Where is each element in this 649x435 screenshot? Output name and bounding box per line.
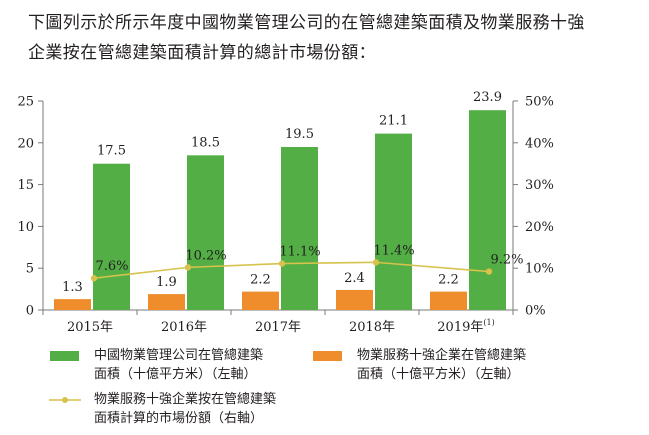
left-axis-tick-label: 0 xyxy=(26,304,34,319)
legend-label-line-1: 物業服務十強企業按在管總建築 xyxy=(94,392,277,407)
market-share-point xyxy=(184,264,192,271)
legend-label-green-1: 中國物業管理公司在管總建築 xyxy=(94,348,264,363)
intro-line-2: 企業按在管總建築面積計算的總計市場份額： xyxy=(28,43,376,63)
bar-total-area-label: 17.5 xyxy=(97,144,126,159)
legend-label-green-2: 面積（十億平方米）（左軸） xyxy=(94,367,257,382)
right-axis-tick-label: 10% xyxy=(525,262,554,277)
right-axis-tick-label: 20% xyxy=(525,220,554,235)
bar-top10-area-label: 2.2 xyxy=(438,273,459,288)
intro-line-1: 下圖列示於所示年度中國物業管理公司的在管總建築面積及物業服務十強 xyxy=(28,13,585,33)
left-axis-tick-label: 20 xyxy=(17,136,34,151)
market-share-label: 11.4% xyxy=(373,243,414,258)
bar-top10-area xyxy=(54,299,91,310)
bar-top10-area xyxy=(336,289,373,310)
x-axis-tick-label: 2018年 xyxy=(349,320,395,335)
right-axis-tick-label: 40% xyxy=(525,136,554,151)
intro-text: 下圖列示於所示年度中國物業管理公司的在管總建築面積及物業服務十強 企業按在管總建… xyxy=(28,8,643,68)
market-share-point xyxy=(485,268,493,275)
left-axis-tick-label: 25 xyxy=(17,95,34,110)
bar-total-area xyxy=(93,163,130,310)
market-share-point xyxy=(90,275,98,282)
bar-top10-area-label: 1.3 xyxy=(62,280,83,295)
bar-top10-area xyxy=(242,291,279,310)
right-axis-tick-label: 30% xyxy=(525,178,554,193)
legend-label-orange-1: 物業服務十強企業在管總建築 xyxy=(357,348,527,363)
bar-total-area-label: 23.9 xyxy=(473,90,502,105)
bar-total-area xyxy=(281,146,318,310)
right-axis-tick-label: 0% xyxy=(525,304,546,319)
left-axis-tick-label: 10 xyxy=(17,220,34,235)
x-axis-tick-label: 2015年 xyxy=(67,320,113,335)
market-share-label: 11.1% xyxy=(279,245,320,260)
bar-total-area-label: 19.5 xyxy=(285,127,314,142)
x-axis-tick-label: 2019年(1) xyxy=(437,318,494,335)
bar-total-area xyxy=(187,155,224,310)
market-share-point xyxy=(278,260,286,267)
legend-swatch-green xyxy=(50,351,79,361)
bar-top10-area xyxy=(430,291,467,310)
market-share-point xyxy=(372,259,380,266)
bar-total-area-label: 21.1 xyxy=(379,114,408,129)
left-axis-tick-label: 5 xyxy=(26,262,34,277)
right-axis-tick-label: 50% xyxy=(525,95,554,110)
left-axis-tick-label: 15 xyxy=(17,178,34,193)
bar-top10-area-label: 2.4 xyxy=(344,271,365,286)
market-share-label: 10.2% xyxy=(185,248,226,263)
bar-top10-area-label: 2.2 xyxy=(250,273,271,288)
bar-total-area xyxy=(375,133,412,310)
bar-top10-area-label: 1.9 xyxy=(156,275,177,290)
bar-total-area xyxy=(469,110,506,310)
bar-top10-area xyxy=(148,294,185,310)
legend-label-orange-2: 面積（十億平方米）（左軸） xyxy=(357,367,520,382)
bar-total-area-label: 18.5 xyxy=(191,135,220,150)
market-share-label: 7.6% xyxy=(95,259,128,274)
legend-swatch-line xyxy=(49,397,81,403)
market-share-label: 9.2% xyxy=(490,253,523,268)
x-axis-tick-label: 2016年 xyxy=(161,320,207,335)
legend-swatch-orange xyxy=(313,351,342,361)
legend-label-line-2: 面積計算的市場份額（右軸） xyxy=(94,411,264,426)
x-axis-tick-label: 2017年 xyxy=(255,320,301,335)
